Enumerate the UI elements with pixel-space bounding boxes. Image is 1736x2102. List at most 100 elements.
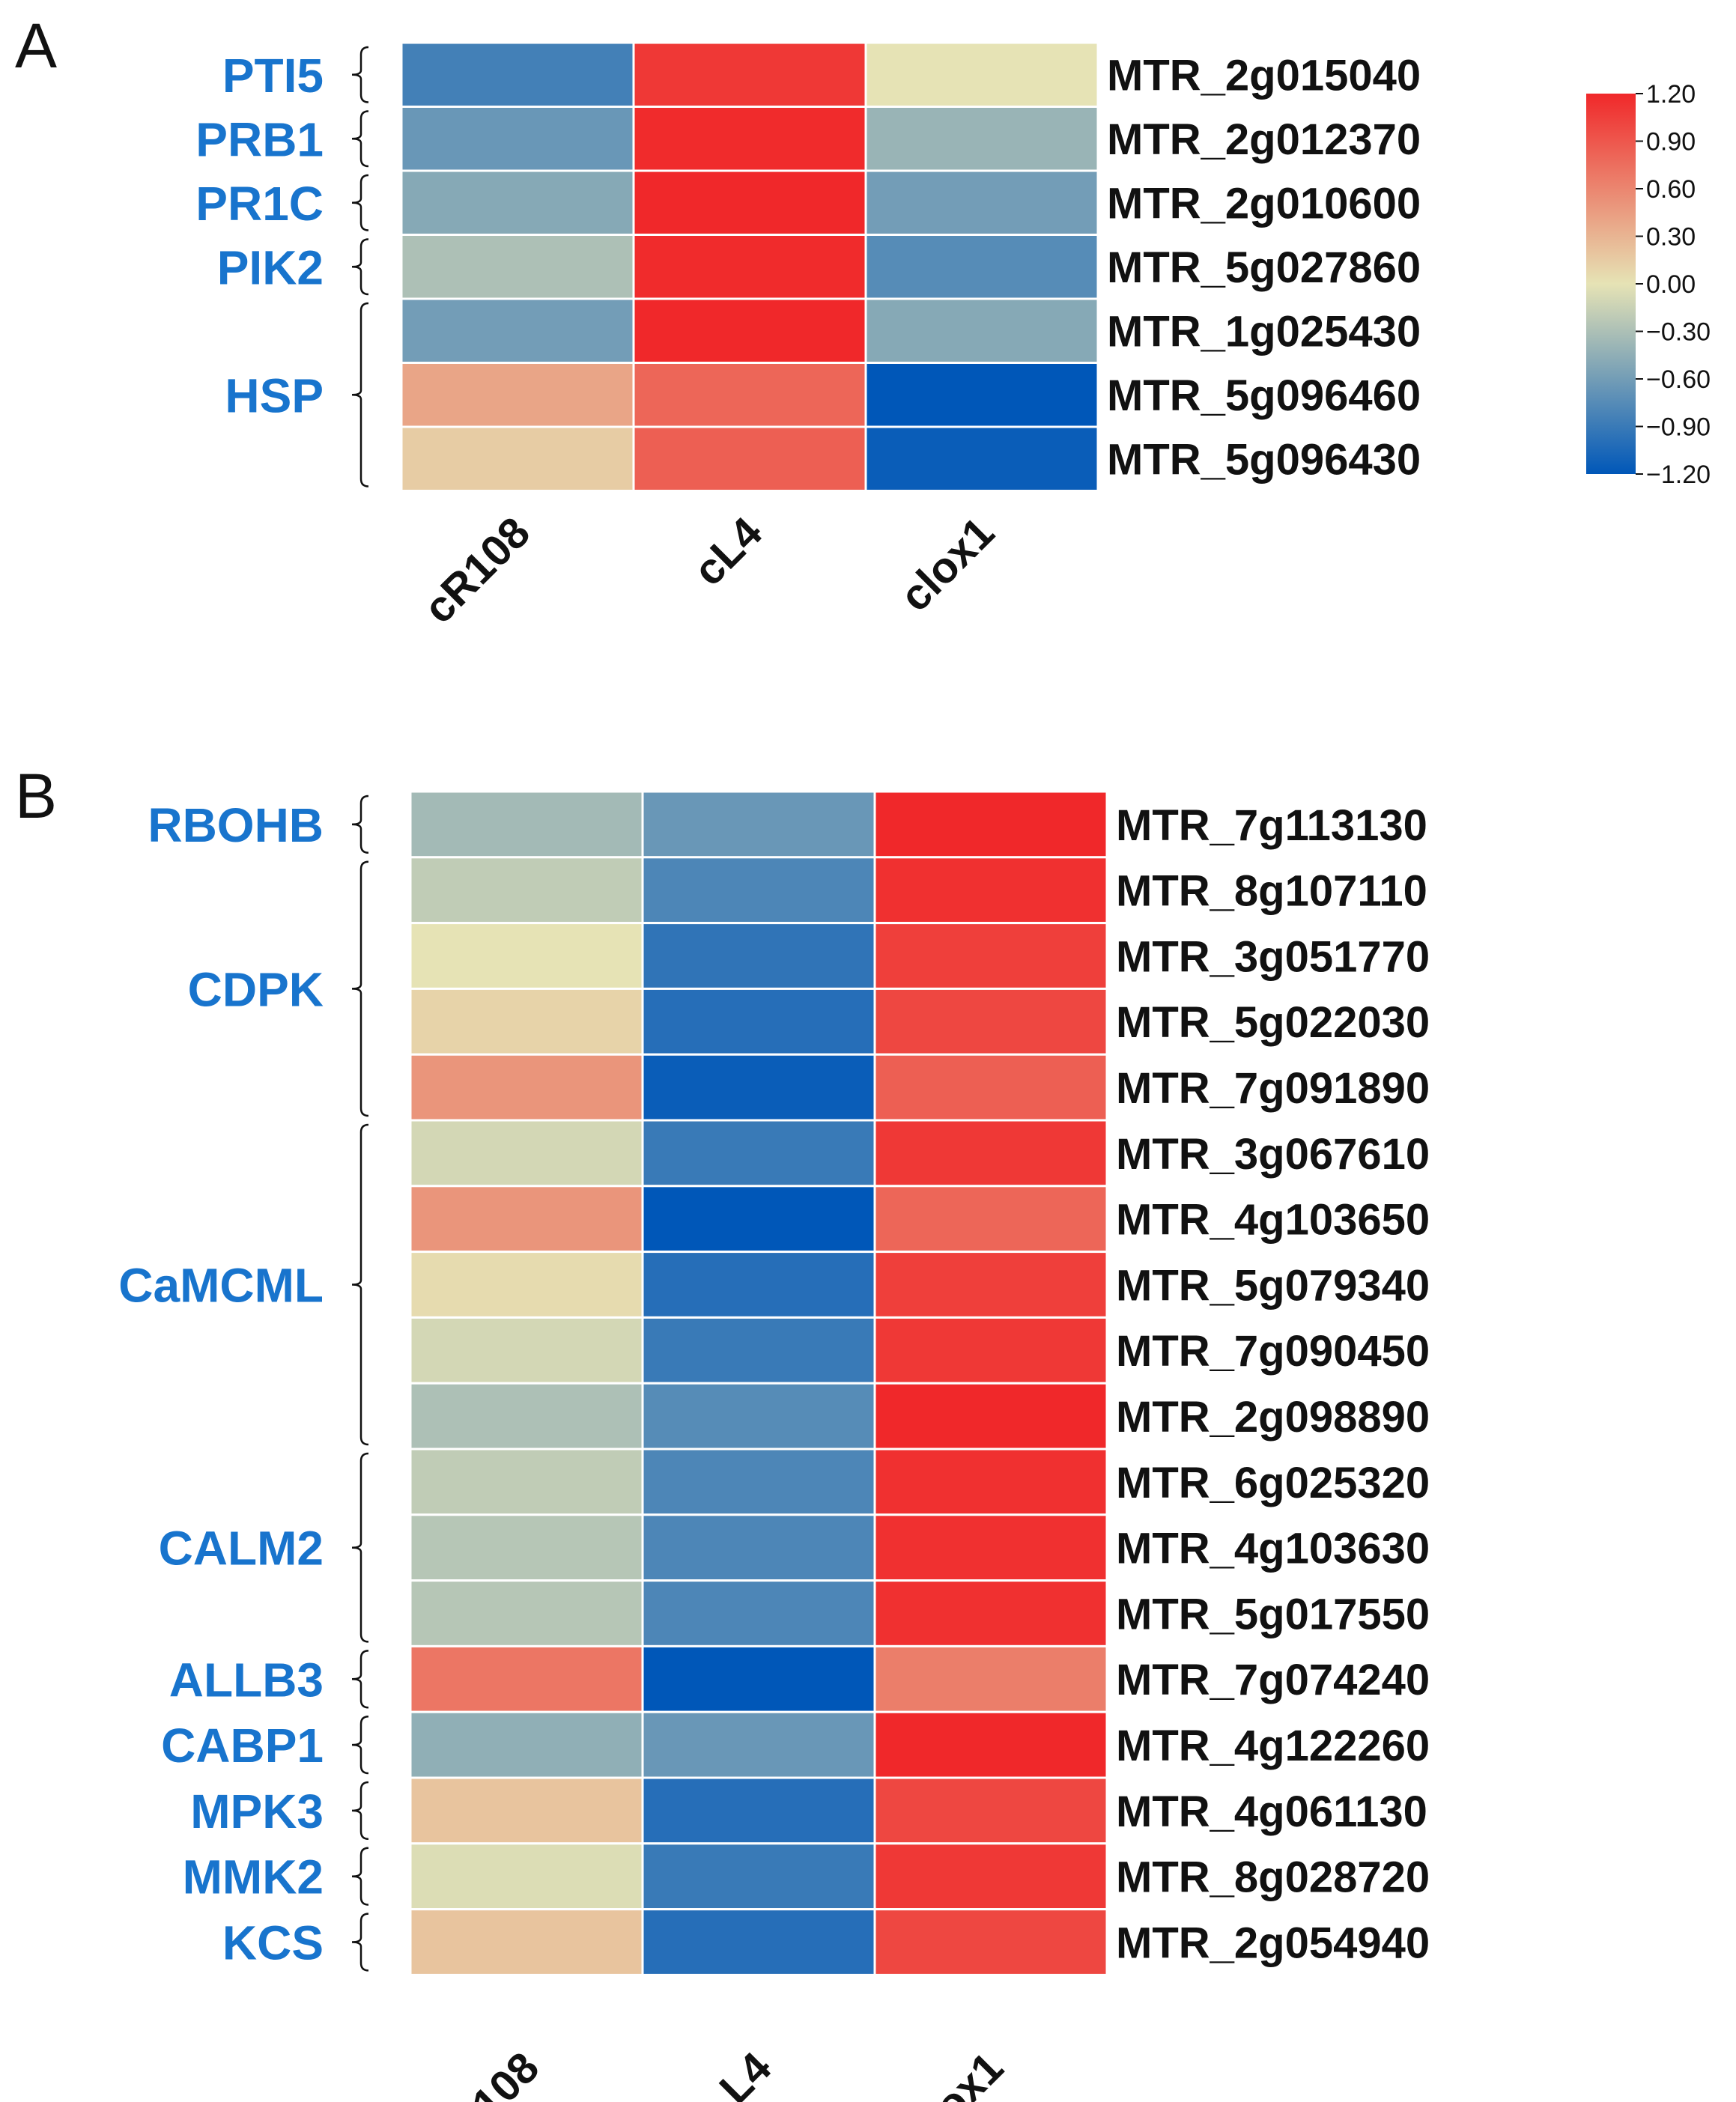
column-label: cR108 xyxy=(414,508,539,633)
column-label: R108 xyxy=(440,2043,548,2102)
heatmap-cell xyxy=(632,362,867,428)
heatmap-cell xyxy=(864,362,1099,428)
heatmap-cell xyxy=(409,1251,644,1319)
gene-label: MTR_5g096430 xyxy=(1107,436,1421,485)
heatmap-cell xyxy=(409,987,644,1056)
heatmap-cell xyxy=(409,1776,644,1845)
heatmap-cell xyxy=(873,1842,1108,1911)
gene-label: MTR_7g074240 xyxy=(1116,1656,1430,1704)
group-label: RBOHB xyxy=(148,798,324,852)
heatmap-cell xyxy=(409,1448,644,1516)
gene-label: MTR_5g017550 xyxy=(1116,1590,1430,1638)
heatmap-cell xyxy=(641,1251,876,1319)
gene-label: MTR_4g122260 xyxy=(1116,1722,1430,1770)
heatmap-cell xyxy=(864,169,1099,236)
group-bracket xyxy=(351,1650,369,1709)
gene-label: MTR_2g012370 xyxy=(1107,115,1421,164)
panel-label-b: B xyxy=(15,761,57,831)
group-bracket xyxy=(351,860,369,1117)
group-label: ALLB3 xyxy=(169,1653,324,1707)
heatmap-cell xyxy=(400,297,635,364)
heatmap-cell xyxy=(864,106,1099,172)
gene-label: MTR_4g103630 xyxy=(1116,1525,1430,1573)
group-bracket xyxy=(351,238,369,296)
heatmap-cell xyxy=(409,922,644,990)
heatmap-cell xyxy=(873,922,1108,990)
legend-tick-label: 0.60 xyxy=(1646,175,1696,204)
legend-tick-label: −0.30 xyxy=(1646,318,1711,347)
column-label: cL4 xyxy=(685,508,772,595)
group-label: CABP1 xyxy=(161,1719,324,1773)
heatmap-cell xyxy=(409,1053,644,1122)
heatmap-cell xyxy=(864,234,1099,300)
group-bracket xyxy=(351,110,369,168)
gene-label: MTR_7g091890 xyxy=(1116,1064,1430,1113)
heatmap-cell xyxy=(864,41,1099,108)
heatmap-cell xyxy=(641,1579,876,1647)
gene-label: MTR_2g010600 xyxy=(1107,180,1421,228)
heatmap-cell xyxy=(641,1842,876,1911)
group-label: MPK3 xyxy=(190,1784,324,1838)
gene-label: MTR_2g098890 xyxy=(1116,1393,1430,1442)
heatmap-cell xyxy=(400,106,635,172)
group-label: CaMCML xyxy=(118,1259,324,1313)
heatmap-cell xyxy=(409,1908,644,1976)
legend-tick-label: −1.20 xyxy=(1646,461,1711,489)
gene-label: MTR_3g067610 xyxy=(1116,1130,1430,1179)
heatmap-cell xyxy=(632,41,867,108)
group-bracket xyxy=(351,1123,369,1446)
heatmap-cell xyxy=(641,856,876,925)
column-label: lox1 xyxy=(917,2043,1013,2102)
gene-label: MTR_7g113130 xyxy=(1116,801,1427,850)
column-label: L4 xyxy=(710,2043,780,2102)
heatmap-cell xyxy=(632,425,867,492)
gene-label: MTR_5g079340 xyxy=(1116,1261,1430,1310)
gene-label: MTR_2g054940 xyxy=(1116,1919,1430,1967)
group-label: PTI5 xyxy=(222,49,324,103)
group-bracket xyxy=(351,1452,369,1643)
heatmap-cell xyxy=(641,1776,876,1845)
heatmap-cell xyxy=(409,1710,644,1779)
gene-label: MTR_3g051770 xyxy=(1116,932,1430,981)
heatmap-cell xyxy=(873,1053,1108,1122)
heatmap-cell xyxy=(641,987,876,1056)
group-label: CALM2 xyxy=(159,1522,324,1576)
legend-tick-label: 1.20 xyxy=(1646,80,1696,109)
heatmap-cell xyxy=(632,234,867,300)
heatmap-cell xyxy=(400,169,635,236)
legend-colorbar xyxy=(1586,94,1636,474)
heatmap-cell xyxy=(873,1644,1108,1713)
gene-label: MTR_5g027860 xyxy=(1107,243,1421,292)
group-label: PIK2 xyxy=(217,240,324,294)
heatmap-cell xyxy=(641,1908,876,1976)
group-bracket xyxy=(351,46,369,103)
heatmap-cell xyxy=(632,106,867,172)
group-bracket xyxy=(351,1847,369,1906)
heatmap-cell xyxy=(873,1316,1108,1385)
heatmap-cell xyxy=(641,1382,876,1451)
heatmap-cell xyxy=(873,1382,1108,1451)
heatmap-cell xyxy=(400,362,635,428)
heatmap-cell xyxy=(400,41,635,108)
heatmap-cell xyxy=(873,856,1108,925)
gene-label: MTR_7g090450 xyxy=(1116,1327,1430,1376)
group-label: HSP xyxy=(225,368,324,422)
heatmap-cell xyxy=(409,790,644,859)
heatmap-a: MTR_2g015040 MTR_2g012370 MTR_2g010600 MTR_… xyxy=(195,41,1421,633)
group-label: MMK2 xyxy=(183,1850,324,1904)
heatmap-cell xyxy=(873,1579,1108,1647)
heatmap-cell xyxy=(864,425,1099,492)
panel-label-a: A xyxy=(15,10,57,81)
group-bracket xyxy=(351,1715,369,1775)
heatmap-cell xyxy=(873,1908,1108,1976)
heatmap-cell xyxy=(641,1513,876,1582)
heatmap-cell xyxy=(873,1776,1108,1845)
group-label: PR1C xyxy=(195,177,324,231)
heatmap-cell xyxy=(632,297,867,364)
heatmap-cell xyxy=(641,1710,876,1779)
column-label: clox1 xyxy=(890,508,1004,621)
group-bracket xyxy=(351,795,369,854)
group-bracket xyxy=(351,1913,369,1972)
gene-label: MTR_4g103650 xyxy=(1116,1196,1430,1245)
